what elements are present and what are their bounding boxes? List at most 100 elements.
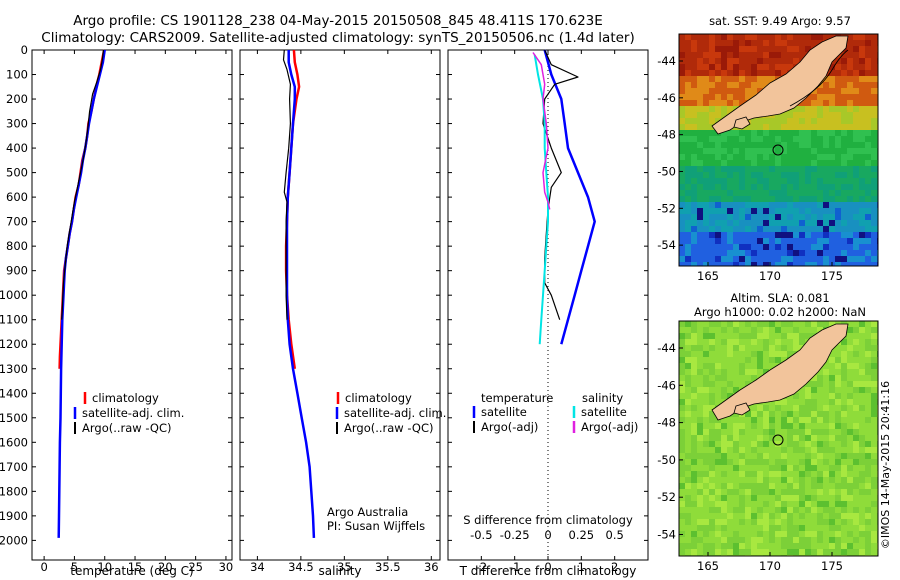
sst-cell xyxy=(865,208,871,214)
sla-cell xyxy=(769,321,775,327)
sst-cell xyxy=(691,244,697,250)
sst-cell xyxy=(841,214,847,220)
sla-cell xyxy=(697,357,703,363)
sst-cell xyxy=(853,250,859,256)
sst-cell xyxy=(697,88,703,94)
sst-cell xyxy=(697,262,703,266)
sla-cell xyxy=(805,441,811,447)
y-tick-label: 1300 xyxy=(0,362,28,376)
sla-cell xyxy=(829,483,835,489)
sla-cell xyxy=(739,423,745,429)
sla-cell xyxy=(709,405,715,411)
sst-cell xyxy=(727,100,733,106)
sla-cell xyxy=(817,489,823,495)
sst-cell xyxy=(787,124,793,130)
sla-cell xyxy=(763,549,769,555)
sst-cell xyxy=(805,244,811,250)
sla-cell xyxy=(787,495,793,501)
sla-cell xyxy=(871,327,877,333)
sst-cell xyxy=(781,118,787,124)
sla-cell xyxy=(721,543,727,549)
sla-cell xyxy=(775,321,781,327)
sla-cell xyxy=(757,321,763,327)
sst-cell xyxy=(709,220,715,226)
sla-cell xyxy=(799,501,805,507)
sst-cell xyxy=(697,238,703,244)
sla-cell xyxy=(817,537,823,543)
sla-cell xyxy=(733,339,739,345)
sla-cell xyxy=(835,387,841,393)
sla-cell xyxy=(679,357,685,363)
sla-cell xyxy=(697,483,703,489)
sla-cell xyxy=(679,399,685,405)
sla-cell xyxy=(703,525,709,531)
sst-cell xyxy=(823,82,829,88)
sla-cell xyxy=(871,465,877,471)
sst-cell xyxy=(751,34,757,40)
sla-map-frame xyxy=(678,320,879,557)
sla-cell xyxy=(715,501,721,507)
sla-cell xyxy=(745,357,751,363)
sla-cell xyxy=(769,429,775,435)
sla-cell xyxy=(811,447,817,453)
series-line-s-argo xyxy=(532,52,551,210)
sst-cell xyxy=(805,142,811,148)
sla-cell xyxy=(859,411,865,417)
sst-cell xyxy=(847,64,853,70)
sla-cell xyxy=(859,495,865,501)
sst-cell xyxy=(721,70,727,76)
sla-cell xyxy=(841,453,847,459)
sst-cell xyxy=(871,118,877,124)
sst-cell xyxy=(721,58,727,64)
sst-cell xyxy=(871,244,877,250)
sst-cell xyxy=(751,208,757,214)
sla-cell xyxy=(697,429,703,435)
sla-cell xyxy=(781,351,787,357)
sst-cell xyxy=(763,184,769,190)
sla-cell xyxy=(811,495,817,501)
sla-cell xyxy=(775,345,781,351)
sst-cell xyxy=(703,160,709,166)
sla-cell xyxy=(739,429,745,435)
sst-cell xyxy=(865,106,871,112)
sla-cell xyxy=(823,459,829,465)
sst-cell xyxy=(835,94,841,100)
sla-cell xyxy=(739,489,745,495)
sla-cell xyxy=(805,543,811,549)
sla-cell xyxy=(715,477,721,483)
sla-cell xyxy=(709,459,715,465)
sla-cell xyxy=(823,519,829,525)
sst-cell xyxy=(841,148,847,154)
sla-cell xyxy=(703,489,709,495)
sst-cell xyxy=(853,82,859,88)
sst-cell xyxy=(703,232,709,238)
new-zealand-south-island xyxy=(711,323,849,421)
sst-cell xyxy=(703,64,709,70)
sst-cell xyxy=(739,190,745,196)
sla-cell xyxy=(865,459,871,465)
sla-cell xyxy=(805,399,811,405)
sla-cell xyxy=(829,525,835,531)
map-y-tick-label: -44 xyxy=(657,54,676,68)
sst-cell xyxy=(721,136,727,142)
sst-cell xyxy=(739,58,745,64)
sst-cell xyxy=(811,40,817,46)
sla-cell xyxy=(715,441,721,447)
sla-cell xyxy=(847,459,853,465)
sst-cell xyxy=(745,232,751,238)
temperature-plot: 0 5 10 15 20 25 30 xyxy=(32,49,233,574)
sst-cell xyxy=(841,112,847,118)
sla-cell xyxy=(793,477,799,483)
sla-cell xyxy=(853,471,859,477)
sla-cell xyxy=(703,495,709,501)
sla-cell xyxy=(709,357,715,363)
sla-cell xyxy=(841,417,847,423)
y-tick-label: 300 xyxy=(6,117,28,131)
sst-cell xyxy=(787,160,793,166)
sla-cell xyxy=(697,321,703,327)
sla-cell xyxy=(733,549,739,555)
sst-cell xyxy=(859,82,865,88)
sst-cell xyxy=(841,100,847,106)
sla-cell xyxy=(835,531,841,537)
sst-cell xyxy=(859,112,865,118)
